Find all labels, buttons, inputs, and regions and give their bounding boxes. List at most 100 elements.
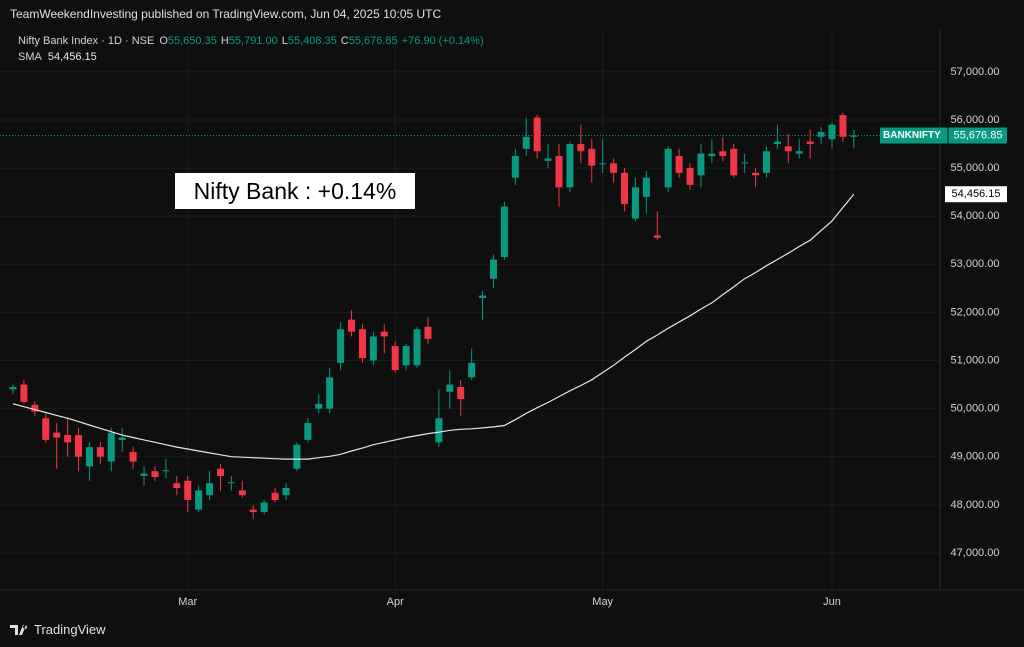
sma-tag-value: 54,456.15 xyxy=(952,188,1001,200)
candle-body xyxy=(337,329,345,363)
candle-body xyxy=(566,144,574,188)
candle-body xyxy=(446,384,454,392)
candle-body xyxy=(588,148,596,166)
logo xyxy=(10,624,28,635)
candle-body xyxy=(9,386,17,390)
candle-body xyxy=(500,206,508,258)
candle-body xyxy=(249,509,257,513)
candle-body xyxy=(773,141,781,145)
candle-body xyxy=(107,432,115,462)
candle-body xyxy=(118,437,126,440)
candle-body xyxy=(610,163,618,173)
candle-body xyxy=(741,162,749,164)
ohlc-key: L xyxy=(281,35,288,47)
candle-body xyxy=(424,326,432,339)
candle-body xyxy=(20,384,28,402)
y-tick-label: 55,000.00 xyxy=(951,162,1000,174)
candle-body xyxy=(304,423,312,440)
candle-body xyxy=(184,480,192,501)
candle-body xyxy=(413,329,421,366)
candle-body xyxy=(129,451,137,462)
symbol: Nifty Bank Index · 1D · NSE xyxy=(18,35,155,47)
y-tick-label: 51,000.00 xyxy=(951,354,1000,366)
candle-body xyxy=(64,435,72,443)
candle-body xyxy=(806,141,814,145)
candle-body xyxy=(795,151,803,154)
candle-body xyxy=(216,468,224,476)
candle-body xyxy=(686,168,694,185)
candle-body xyxy=(839,115,847,137)
candle-body xyxy=(577,144,585,152)
candle-body xyxy=(642,177,650,197)
candle-body xyxy=(140,473,148,476)
change: +76.90 (+0.14%) xyxy=(401,35,484,47)
ohlc-value: 55,791.00 xyxy=(228,35,278,47)
sma-legend: SMA 54,456.15 xyxy=(18,51,97,63)
price-tag-value: 55,676.85 xyxy=(954,129,1003,141)
candle-body xyxy=(708,153,716,157)
candle-body xyxy=(358,329,366,359)
y-tick-label: 52,000.00 xyxy=(951,306,1000,318)
candle-body xyxy=(730,148,738,176)
x-tick-label: Mar xyxy=(178,596,197,608)
candle-body xyxy=(53,432,61,438)
candle-body xyxy=(784,146,792,152)
y-tick-label: 53,000.00 xyxy=(951,258,1000,270)
candle-body xyxy=(555,156,563,188)
candle-body xyxy=(544,158,552,161)
candle-body xyxy=(489,259,497,279)
legend-header: Nifty Bank Index · 1D · NSE O55,650.35 H55… xyxy=(18,35,488,47)
published-line: TeamWeekendInvesting published on Tradin… xyxy=(10,7,442,21)
candle-body xyxy=(369,336,377,361)
price-tag-bg xyxy=(880,127,1007,144)
candle-body xyxy=(599,163,607,165)
candle-body xyxy=(380,331,388,337)
candle-body xyxy=(162,470,170,472)
candle-body xyxy=(468,362,476,378)
candle-body xyxy=(96,447,104,457)
plot-bg xyxy=(0,30,940,590)
x-tick-label: Apr xyxy=(387,596,404,608)
candle-body xyxy=(675,156,683,173)
y-tick-label: 47,000.00 xyxy=(951,547,1000,559)
ohlc-key: C xyxy=(340,35,349,47)
candle-body xyxy=(817,131,825,137)
y-tick-label: 57,000.00 xyxy=(951,66,1000,78)
ohlc-key: O xyxy=(159,35,168,47)
candle-body xyxy=(315,403,323,409)
footer: TradingView xyxy=(10,622,106,637)
candle-body xyxy=(664,148,672,188)
candle-body xyxy=(653,235,661,238)
candle-body xyxy=(435,418,443,443)
candle-body xyxy=(348,319,356,332)
candle-body xyxy=(719,151,727,157)
candle-body xyxy=(260,502,268,513)
candle-body xyxy=(762,151,770,173)
annotation: Nifty Bank : +0.14% xyxy=(175,173,415,209)
candle-body xyxy=(533,117,541,152)
candle-body xyxy=(227,482,235,484)
candle-body xyxy=(326,377,334,409)
candle-body xyxy=(271,492,279,501)
candle-body xyxy=(282,488,290,496)
ohlc-value: 55,408.35 xyxy=(287,35,337,47)
candle-body xyxy=(621,172,629,205)
candle-body xyxy=(293,444,301,469)
y-tick-label: 48,000.00 xyxy=(951,499,1000,511)
candle-body xyxy=(828,124,836,140)
candle-body xyxy=(511,156,519,178)
candle-body xyxy=(752,172,760,176)
candle-body xyxy=(457,386,465,400)
candle-body xyxy=(31,404,39,412)
sma-name: SMA xyxy=(18,51,42,63)
candle-body xyxy=(522,136,530,149)
candle-body xyxy=(195,490,203,510)
candle-body xyxy=(631,187,639,219)
sma-line xyxy=(12,193,855,460)
y-tick-label: 50,000.00 xyxy=(951,403,1000,415)
candle-body xyxy=(206,483,214,496)
sma-tag-bg xyxy=(945,186,1007,203)
ohlc-value: 55,650.35 xyxy=(167,35,217,47)
